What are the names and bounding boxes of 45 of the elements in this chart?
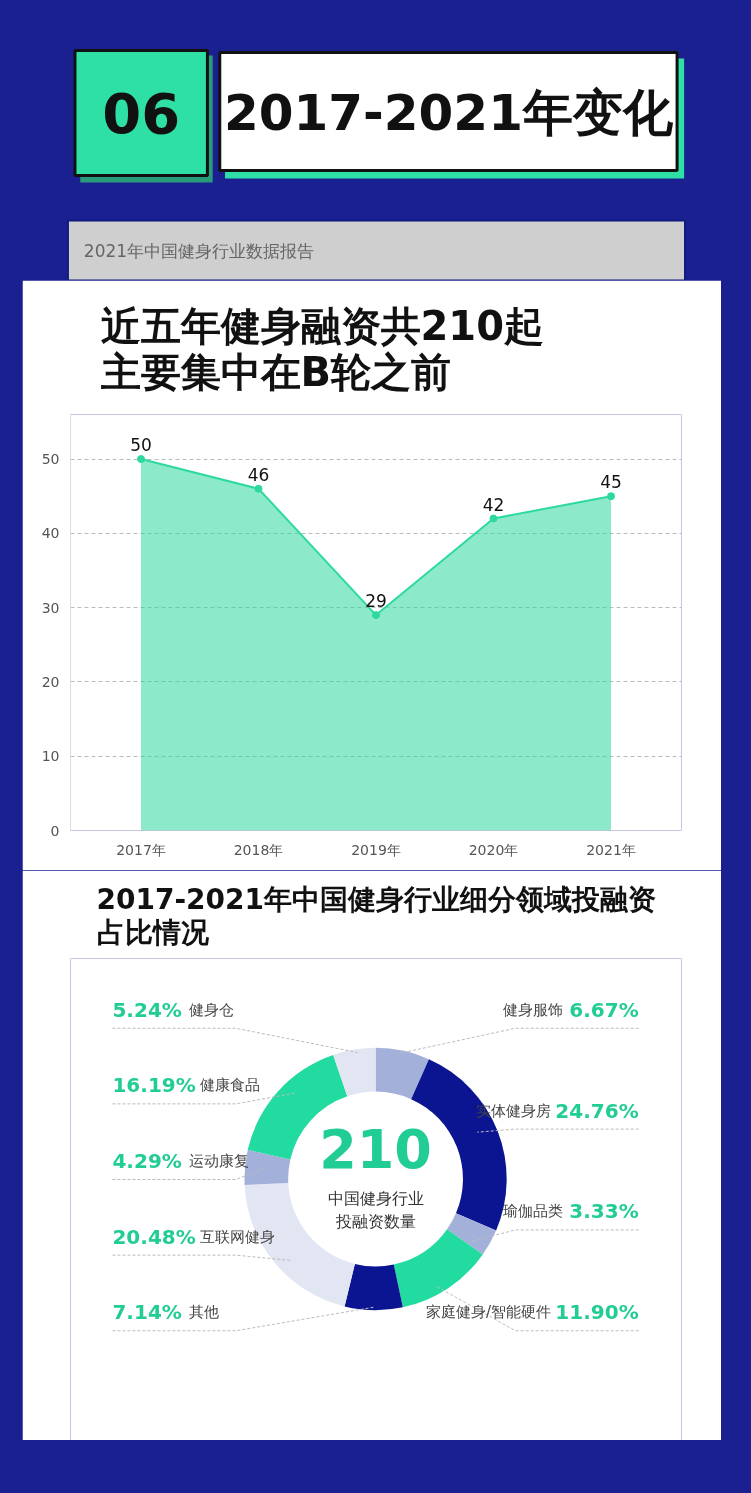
slice-label: 互联网健身 <box>199 1227 275 1246</box>
data-label: 16.19% <box>112 1073 196 1098</box>
point <box>137 455 145 464</box>
data-label: 42 <box>482 494 505 515</box>
x-tick-label: 2021年 <box>586 841 636 858</box>
x-tick-label: 2019年 <box>351 841 401 858</box>
text: 210 <box>319 1117 432 1181</box>
point <box>489 514 498 523</box>
data-label: 7.14% <box>112 1300 182 1325</box>
data-label: 4.29% <box>112 1149 182 1174</box>
point <box>607 492 615 501</box>
data-label: 45 <box>600 472 622 493</box>
y-tick-label: 20 <box>41 673 60 690</box>
x-tick-label: 2017年 <box>116 841 166 858</box>
chart-title: 近五年健身融资共210起主要集中在B轮之前 <box>99 302 544 395</box>
point <box>372 611 380 620</box>
x-tick-label: 2018年 <box>233 841 284 858</box>
slice-label: 其他 <box>188 1303 219 1322</box>
data-label: 5.24% <box>112 997 182 1022</box>
x-tick-label: 2020年 <box>468 841 519 858</box>
text: 06 <box>102 80 181 146</box>
y-tick-label: 30 <box>41 599 60 616</box>
slice-label: 健康食品 <box>199 1076 260 1095</box>
text: 2017-2021年变化 <box>223 83 674 142</box>
y-tick-label: 0 <box>50 822 60 839</box>
data-label: 46 <box>247 464 270 485</box>
y-tick-label: 50 <box>41 451 60 468</box>
data-label: 3.33% <box>569 1199 639 1224</box>
data-label: 24.76% <box>555 1098 639 1123</box>
data-label: 20.48% <box>112 1224 196 1249</box>
slice-label: 运动康复 <box>188 1152 249 1171</box>
slice-label: 瑜伽品类 <box>502 1202 563 1221</box>
data-label: 50 <box>130 435 152 456</box>
point <box>254 484 263 493</box>
y-tick-label: 40 <box>41 525 60 542</box>
y-tick-label: 10 <box>41 748 60 765</box>
text: 中国健身行业投融资数量 <box>327 1188 424 1231</box>
text: 2021年中国健身行业数据报告 <box>83 240 315 261</box>
data-label: 11.90% <box>555 1300 639 1325</box>
slice-label: 健身仓 <box>188 1000 234 1019</box>
chart-title: 2017-2021年中国健身行业细分领域投融资占比情况 <box>96 882 656 949</box>
slice-label: 健身服饰 <box>502 1000 563 1019</box>
slice-label: 家庭健身/智能硬件 <box>426 1303 552 1322</box>
data-label: 29 <box>365 591 387 612</box>
data-label: 6.67% <box>569 997 639 1022</box>
